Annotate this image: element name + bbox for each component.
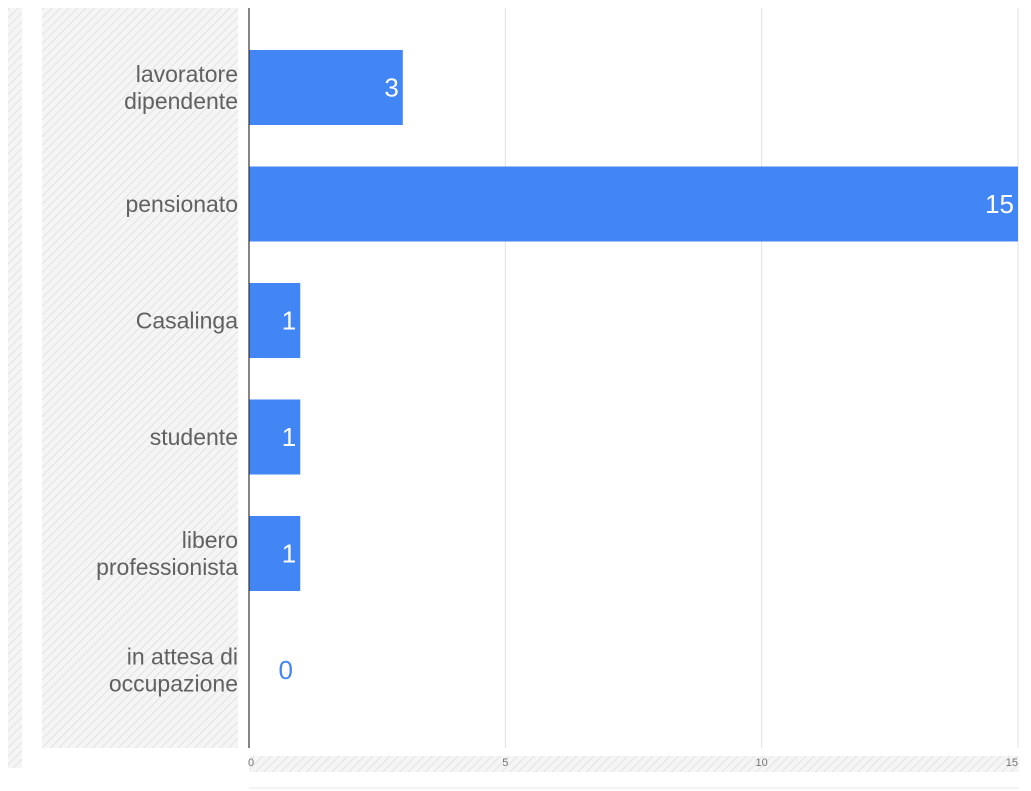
data-label: 1	[282, 539, 296, 569]
category-label-line: occupazione	[109, 671, 238, 697]
category-label: lavoratore dipendente	[124, 61, 238, 114]
background-layer	[8, 8, 1019, 789]
category-label: Casalinga	[136, 308, 238, 334]
category-label-line: lavoratore	[136, 61, 238, 87]
category-label-line: Casalinga	[136, 308, 238, 334]
bar-2	[249, 283, 301, 358]
hatch-strip-left	[8, 8, 22, 768]
category-label-line: in attesa di	[127, 644, 238, 670]
x-tick-label: 5	[502, 757, 508, 769]
category-label-line: studente	[150, 424, 238, 450]
grid-layer	[504, 8, 1019, 748]
bar-4	[249, 516, 301, 591]
category-label-line: libero	[182, 527, 238, 553]
x-tick-label: 10	[756, 757, 768, 769]
data-label: 3	[384, 73, 398, 103]
bar-3	[249, 399, 301, 475]
data-label: 0	[279, 655, 293, 685]
category-label: pensionato	[125, 191, 238, 217]
category-label-line: pensionato	[125, 191, 238, 217]
category-label: libero professionista	[96, 527, 238, 580]
bar-0	[249, 50, 403, 125]
category-label: studente	[150, 424, 238, 450]
category-label-line: dipendente	[124, 88, 238, 114]
x-tick-label: 15	[1006, 757, 1018, 769]
data-label: 1	[282, 422, 296, 452]
x-tick-label: 0	[248, 757, 254, 769]
category-label: in attesa di occupazione	[109, 644, 238, 697]
data-label: 1	[282, 306, 296, 336]
hatch-tick-area	[249, 756, 1019, 772]
hatch-label-area	[42, 8, 238, 748]
bars-layer	[249, 50, 1018, 591]
category-label-line: professionista	[96, 554, 238, 580]
bar-1	[249, 166, 1018, 242]
data-label: 15	[985, 189, 1014, 219]
